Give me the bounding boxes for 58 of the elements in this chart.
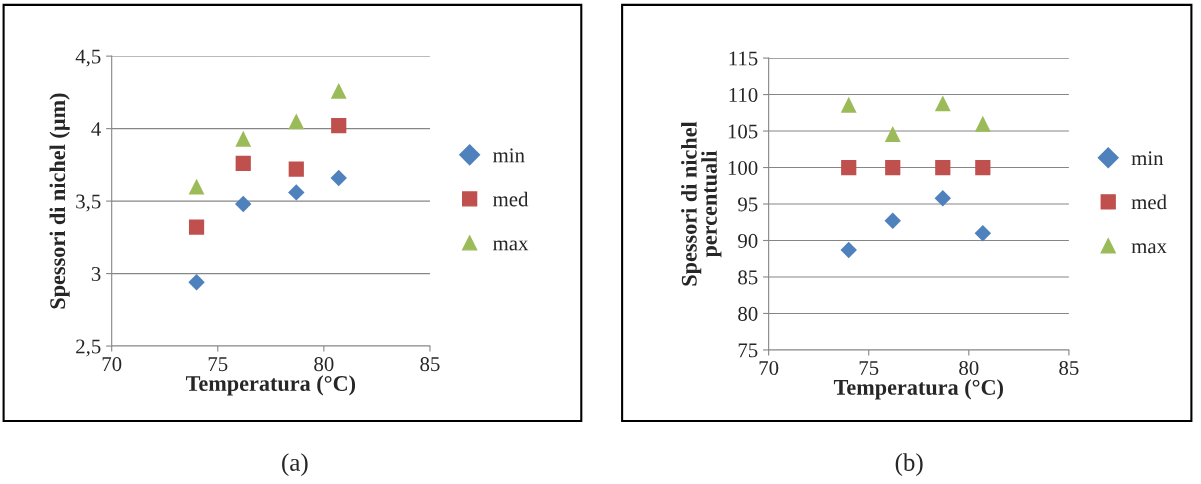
point bbox=[330, 169, 347, 187]
point bbox=[188, 274, 205, 291]
x-tick-label: 75 bbox=[208, 357, 228, 372]
point bbox=[934, 189, 951, 207]
x-tick-label: 80 bbox=[959, 360, 979, 376]
point bbox=[288, 184, 305, 201]
point bbox=[188, 219, 205, 235]
x-tick-label: 80 bbox=[314, 357, 334, 372]
y-tick-label: 115 bbox=[729, 51, 758, 66]
legend-label: med bbox=[493, 191, 529, 207]
y-tick-label: 4,5 bbox=[75, 49, 101, 67]
point bbox=[885, 159, 901, 176]
point bbox=[330, 83, 347, 99]
x-tick-label: 70 bbox=[759, 360, 779, 376]
point bbox=[188, 178, 205, 195]
point bbox=[884, 212, 901, 229]
legend-label: max bbox=[1131, 243, 1167, 254]
x-axis-title: Temperatura (°C) bbox=[833, 379, 1003, 400]
y-tick-label: 100 bbox=[728, 160, 758, 175]
y-tick-label: 80 bbox=[738, 306, 758, 321]
x-tick-label: 85 bbox=[1059, 360, 1079, 376]
y-tick-label: 4 bbox=[91, 122, 101, 136]
y-tick-label: 2,5 bbox=[76, 339, 101, 357]
point bbox=[840, 241, 857, 259]
y-tick-label: 95 bbox=[738, 197, 758, 212]
point bbox=[974, 115, 991, 132]
point bbox=[934, 95, 951, 112]
x-tick-label: 85 bbox=[420, 357, 440, 372]
point bbox=[840, 96, 857, 113]
y-tick-label: 110 bbox=[729, 87, 758, 102]
legend-label: med bbox=[1131, 194, 1167, 210]
point bbox=[974, 224, 992, 242]
point bbox=[331, 118, 347, 134]
text: (a) bbox=[282, 453, 308, 476]
y-tick-label: 105 bbox=[728, 124, 758, 139]
point bbox=[235, 195, 252, 213]
y-axis-title: Spessori di nichel percentuali bbox=[681, 121, 722, 286]
text: (b) bbox=[895, 453, 923, 476]
legend-label: min bbox=[493, 148, 525, 163]
y-tick-label: 3 bbox=[91, 267, 101, 282]
point bbox=[975, 159, 991, 176]
legend-label: min bbox=[1131, 151, 1164, 166]
y-tick-label: 85 bbox=[738, 270, 758, 285]
y-tick-label: 75 bbox=[738, 343, 758, 358]
point bbox=[288, 161, 304, 177]
y-axis-title: Spessori di nichel (µm) bbox=[49, 93, 70, 309]
point bbox=[288, 113, 305, 130]
x-axis-title: Temperatura (°C) bbox=[185, 375, 356, 396]
point bbox=[935, 159, 951, 176]
x-tick-label: 70 bbox=[102, 357, 122, 372]
point bbox=[235, 130, 252, 147]
point bbox=[841, 159, 857, 176]
y-tick-label: 90 bbox=[738, 233, 758, 248]
x-tick-label: 75 bbox=[859, 361, 879, 376]
legend-label: max bbox=[493, 240, 529, 251]
y-tick-label: 3,5 bbox=[76, 194, 101, 212]
point bbox=[884, 126, 901, 142]
point bbox=[235, 155, 251, 172]
